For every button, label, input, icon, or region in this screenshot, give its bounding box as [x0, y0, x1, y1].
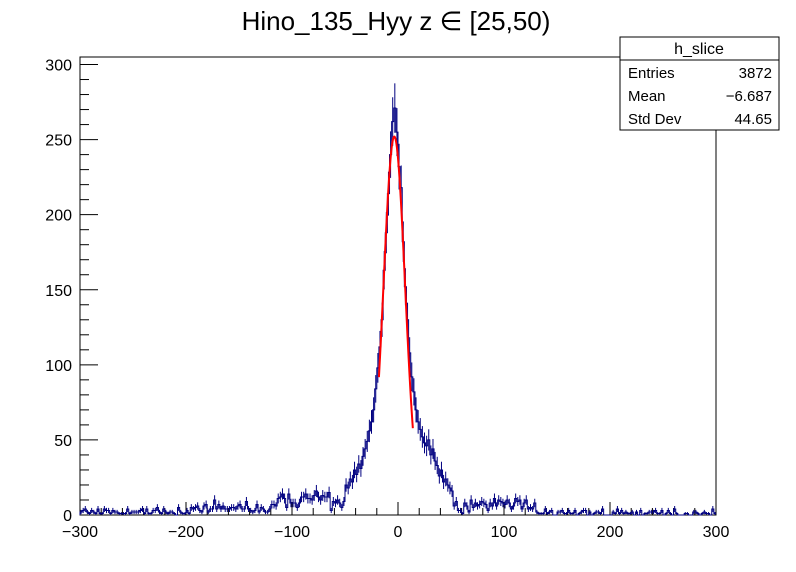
- y-tick-label: 300: [45, 58, 72, 75]
- stats-mean-label: Mean: [628, 88, 666, 105]
- x-tick-label: 0: [394, 524, 403, 541]
- y-tick-label: 0: [63, 508, 72, 525]
- x-tick-label: 100: [491, 524, 518, 541]
- x-axis: −300 −200 −100 0 100 200 300: [62, 502, 729, 541]
- y-tick-label: 200: [45, 208, 72, 225]
- stats-entries-value: 3872: [739, 65, 772, 82]
- stats-box-frame: [619, 36, 780, 131]
- x-tick-label: 300: [703, 524, 730, 541]
- gaussian-fit-curve: [377, 135, 414, 429]
- stats-entries-label: Entries: [628, 65, 675, 82]
- chart-title: Hino_135_Hyy z ∈ [25,50): [242, 6, 551, 36]
- x-tick-label: −300: [62, 524, 98, 541]
- stats-box: h_slice Entries 3872 Mean −6.687 Std Dev…: [619, 36, 780, 131]
- stats-mean-value: −6.687: [726, 88, 772, 105]
- y-tick-label: 50: [54, 433, 72, 450]
- y-axis: 0 50 100 150 200 250 300: [45, 58, 98, 525]
- x-tick-label: −200: [168, 524, 204, 541]
- x-tick-label: 200: [597, 524, 624, 541]
- x-tick-label: −100: [274, 524, 310, 541]
- stats-box-title: h_slice: [674, 41, 724, 58]
- y-tick-label: 100: [45, 358, 72, 375]
- stats-stddev-value: 44.65: [734, 111, 772, 128]
- y-tick-label: 150: [45, 283, 72, 300]
- y-tick-label: 250: [45, 133, 72, 150]
- stats-stddev-label: Std Dev: [628, 111, 682, 128]
